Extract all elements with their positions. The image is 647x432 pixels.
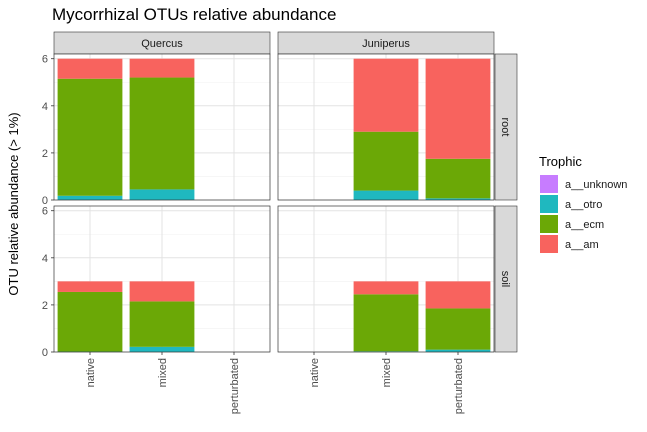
bar-segment-aam (130, 281, 195, 301)
y-tick-label: 2 (42, 148, 48, 160)
x-tick-label: perturbated (229, 358, 241, 414)
y-tick-label: 4 (42, 101, 48, 113)
legend-label: a__am (565, 239, 599, 251)
legend-title: Trophic (539, 154, 582, 169)
legend-swatch (540, 195, 558, 213)
x-tick-label: mixed (381, 358, 393, 387)
bar-segment-aotro (130, 189, 195, 200)
bar-segment-aotro (426, 350, 491, 352)
chart-title: Mycorrhizal OTUs relative abundance (52, 5, 336, 24)
bar-segment-aecm (130, 78, 195, 190)
bar-segment-aam (354, 59, 419, 132)
legend-label: a__unknown (565, 179, 627, 191)
bar-segment-aam (426, 59, 491, 159)
bar-segment-aam (58, 59, 123, 79)
y-tick-label: 4 (42, 253, 48, 265)
legend-label: a__ecm (565, 219, 604, 231)
y-tick-label: 0 (42, 347, 48, 359)
legend-swatch (540, 235, 558, 253)
x-tick-label: mixed (157, 358, 169, 387)
bar-segment-aotro (354, 191, 419, 200)
bar-segment-aecm (354, 294, 419, 351)
bar-segment-aotro (58, 196, 123, 200)
bar-segment-aecm (130, 301, 195, 346)
x-tick-label: native (309, 358, 321, 387)
bar-segment-aam (354, 281, 419, 294)
x-tick-label: perturbated (453, 358, 465, 414)
legend-swatch (540, 175, 558, 193)
x-tick-label: native (85, 358, 97, 387)
y-tick-label: 2 (42, 300, 48, 312)
bar-segment-aecm (426, 159, 491, 199)
facet-strip-label: Quercus (141, 38, 183, 50)
y-tick-label: 6 (42, 54, 48, 66)
legend-label: a__otro (565, 199, 602, 211)
facet-strip-label: root (499, 118, 511, 137)
facet-strip-label: Juniperus (362, 38, 410, 50)
bar-segment-aecm (58, 292, 123, 352)
bar-segment-aecm (426, 308, 491, 349)
bar-segment-aecm (354, 132, 419, 191)
bar-segment-aam (130, 59, 195, 78)
legend-swatch (540, 215, 558, 233)
bar-segment-aam (58, 281, 123, 292)
facet-strip-label: soil (499, 271, 511, 288)
y-axis-label: OTU relative abundance (> 1%) (6, 112, 21, 295)
bar-segment-aotro (130, 347, 195, 352)
bar-segment-aecm (58, 79, 123, 196)
y-tick-label: 6 (42, 206, 48, 218)
bar-segment-aam (426, 281, 491, 308)
